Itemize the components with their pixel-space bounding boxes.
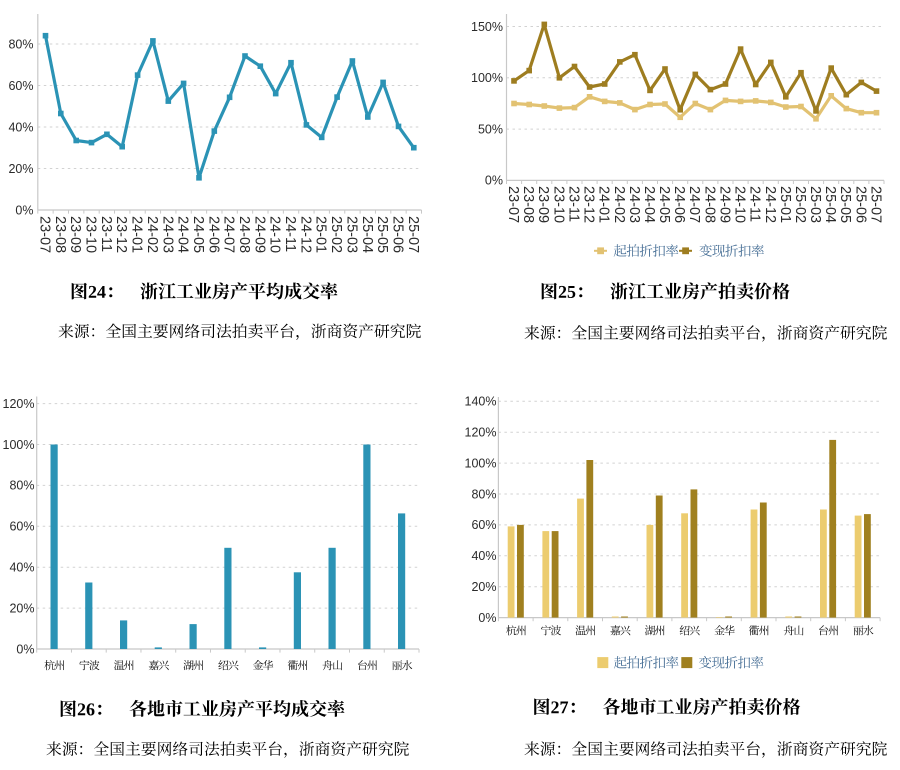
svg-text:140%: 140% [465, 395, 497, 409]
svg-text:23-09: 23-09 [67, 216, 83, 253]
svg-text:25-02: 25-02 [792, 186, 808, 223]
svg-text:23-11: 23-11 [566, 186, 582, 222]
svg-text:150%: 150% [471, 20, 503, 34]
svg-text:100%: 100% [3, 438, 35, 452]
svg-text:100%: 100% [471, 71, 503, 85]
svg-text:24-06: 24-06 [671, 186, 687, 223]
svg-text:100%: 100% [465, 456, 497, 470]
svg-text:24-01: 24-01 [596, 186, 612, 223]
svg-text:23-07: 23-07 [37, 216, 53, 253]
svg-text:25-04: 25-04 [822, 186, 838, 223]
svg-text:25-01: 25-01 [313, 216, 329, 253]
svg-text:23-10: 23-10 [550, 186, 566, 223]
svg-text:20%: 20% [8, 162, 33, 176]
svg-text:24-05: 24-05 [190, 216, 206, 253]
svg-text:23-08: 23-08 [520, 186, 536, 223]
svg-text:20%: 20% [9, 601, 34, 615]
svg-text:25-05: 25-05 [837, 186, 853, 223]
svg-text:25-02: 25-02 [328, 216, 344, 253]
svg-text:25-05: 25-05 [374, 216, 390, 253]
svg-text:60%: 60% [8, 79, 33, 93]
svg-text:23-07: 23-07 [505, 186, 521, 223]
svg-text:40%: 40% [9, 561, 34, 575]
svg-text:24-10: 24-10 [732, 186, 748, 223]
svg-text:24-04: 24-04 [641, 186, 657, 223]
svg-text:24-09: 24-09 [251, 216, 267, 253]
svg-text:25-07: 25-07 [868, 186, 884, 223]
svg-text:24-11: 24-11 [747, 186, 763, 222]
svg-text:60%: 60% [9, 520, 34, 534]
svg-text:25-03: 25-03 [807, 186, 823, 223]
svg-text:50%: 50% [478, 122, 503, 136]
svg-text:60%: 60% [471, 518, 496, 532]
svg-text:24-08: 24-08 [701, 186, 717, 223]
svg-text:0%: 0% [478, 611, 496, 625]
svg-text:120%: 120% [3, 397, 35, 411]
svg-text:120%: 120% [465, 426, 497, 440]
svg-text:0%: 0% [485, 174, 503, 188]
svg-text:24-01: 24-01 [129, 216, 145, 253]
svg-text:25-04: 25-04 [359, 216, 375, 253]
svg-text:24-03: 24-03 [159, 216, 175, 253]
svg-text:23-10: 23-10 [83, 216, 99, 253]
svg-text:25-06: 25-06 [390, 216, 406, 253]
svg-text:23-12: 23-12 [113, 216, 129, 253]
svg-text:25-07: 25-07 [405, 216, 421, 253]
svg-text:40%: 40% [471, 549, 496, 563]
svg-text:80%: 80% [471, 487, 496, 501]
svg-text:20%: 20% [471, 580, 496, 594]
svg-text:24-08: 24-08 [236, 216, 252, 253]
svg-text:24-05: 24-05 [656, 186, 672, 223]
svg-text:40%: 40% [8, 120, 33, 134]
svg-text:24-07: 24-07 [221, 216, 237, 253]
svg-text:80%: 80% [9, 479, 34, 493]
svg-text:24-02: 24-02 [144, 216, 160, 253]
svg-text:23-08: 23-08 [52, 216, 68, 253]
svg-text:23-11: 23-11 [98, 216, 114, 252]
svg-text:24-11: 24-11 [282, 216, 298, 252]
svg-text:23-12: 23-12 [581, 186, 597, 223]
svg-text:0%: 0% [16, 642, 34, 656]
svg-text:24-10: 24-10 [267, 216, 283, 253]
svg-text:23-09: 23-09 [535, 186, 551, 223]
svg-text:24-09: 24-09 [717, 186, 733, 223]
svg-text:24-12: 24-12 [297, 216, 313, 253]
svg-text:24-12: 24-12 [762, 186, 778, 223]
svg-text:0%: 0% [15, 203, 33, 217]
svg-text:24-04: 24-04 [175, 216, 191, 253]
svg-text:24-06: 24-06 [205, 216, 221, 253]
svg-text:25-06: 25-06 [852, 186, 868, 223]
svg-text:80%: 80% [8, 37, 33, 51]
svg-text:24-02: 24-02 [611, 186, 627, 223]
svg-text:24-07: 24-07 [686, 186, 702, 223]
svg-text:25-03: 25-03 [343, 216, 359, 253]
svg-text:25-01: 25-01 [777, 186, 793, 223]
svg-text:24-03: 24-03 [626, 186, 642, 223]
